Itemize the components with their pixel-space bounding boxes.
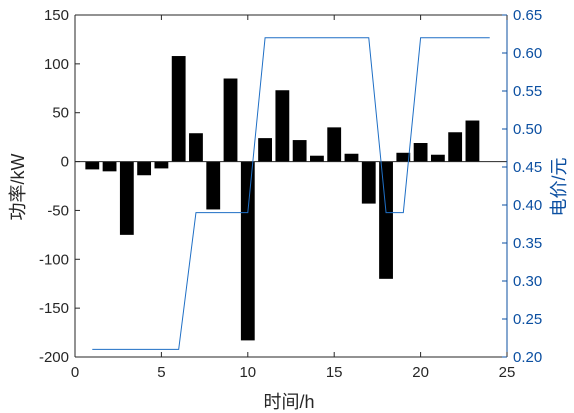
x-tick-label: 0 [71,364,79,381]
axes: 0 5 10 15 20 25 -200 -150 -100 -50 0 50 100 150 0.20 0.… [39,7,542,381]
bar [137,161,152,176]
bar [119,161,134,235]
y-tick-label: -200 [39,349,69,366]
bar-series [75,56,507,341]
y2-tick-label: 0.35 [513,235,542,252]
bar [171,56,186,162]
bar [413,143,428,162]
y2-axis-label: 电价/元 [549,157,569,216]
x-axis-label: 时间/h [263,392,314,412]
x-tick-label: 25 [499,364,516,381]
bar [448,132,463,162]
y2-tick-label: 0.50 [513,121,542,138]
y-tick-label: 150 [44,7,69,24]
bar [396,152,411,162]
bar [430,154,445,162]
x-tick-label: 5 [157,364,165,381]
x-tick-label: 15 [326,364,343,381]
price-line [92,37,490,350]
y-tick-label: -150 [39,300,69,317]
y-tick-label: 100 [44,56,69,73]
bar [327,127,342,162]
y-tick-label: -100 [39,251,69,268]
x-tick-label: 20 [412,364,429,381]
bar [310,155,324,162]
y2-tick-label: 0.30 [513,273,542,290]
y2-tick-label: 0.45 [513,159,542,176]
y2-tick-label: 0.40 [513,197,542,214]
price-line-series [92,37,490,350]
bar [379,161,393,279]
bar [292,140,307,162]
bar [344,153,359,162]
bar [465,120,480,162]
y-tick-label: 50 [52,105,69,122]
y-tick-label: 0 [61,154,69,171]
y-tick-label: -50 [47,202,69,219]
bar [361,161,376,204]
bar [275,90,290,162]
y2-tick-label: 0.25 [513,311,542,328]
bar [85,161,100,170]
y-axis-label: 功率/kW [8,153,28,220]
y2-tick-label: 0.65 [513,7,542,24]
bar [206,161,221,210]
bar [102,161,117,172]
bar [189,133,203,162]
y2-tick-label: 0.20 [513,349,542,366]
bar [223,78,238,162]
x-tick-label: 10 [239,364,256,381]
bar [240,161,255,341]
bar [258,138,272,162]
y2-tick-label: 0.60 [513,45,542,62]
bar [154,161,169,169]
y2-tick-label: 0.55 [513,83,542,100]
